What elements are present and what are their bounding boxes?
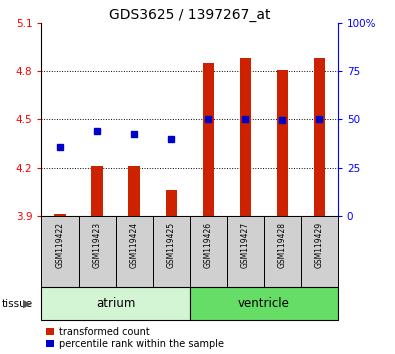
Bar [263,216,301,287]
Title: GDS3625 / 1397267_at: GDS3625 / 1397267_at [109,8,270,22]
Bar [203,63,214,216]
Bar [79,216,115,287]
Text: GSM119423: GSM119423 [92,222,102,268]
Bar [190,216,227,287]
Bar [227,216,263,287]
Bar [240,58,251,216]
Bar [128,166,139,216]
Legend: transformed count, percentile rank within the sample: transformed count, percentile rank withi… [46,327,224,349]
Text: tissue: tissue [2,298,33,309]
Bar [166,190,177,216]
Bar [190,287,338,320]
Text: GSM119428: GSM119428 [278,222,287,268]
Bar [41,216,79,287]
Bar [314,58,325,216]
Text: GSM119425: GSM119425 [167,222,176,268]
Bar [41,287,190,320]
Text: GSM119427: GSM119427 [241,222,250,268]
Text: GSM119429: GSM119429 [315,222,324,268]
Text: GSM119426: GSM119426 [203,222,213,268]
Text: GSM119422: GSM119422 [55,222,64,268]
Bar [55,214,66,216]
Bar [301,216,338,287]
Text: ▶: ▶ [23,298,32,309]
Text: atrium: atrium [96,297,135,310]
Bar [276,70,288,216]
Bar [115,216,152,287]
Bar [92,166,103,216]
Bar [152,216,190,287]
Text: ventricle: ventricle [238,297,290,310]
Text: GSM119424: GSM119424 [130,222,139,268]
